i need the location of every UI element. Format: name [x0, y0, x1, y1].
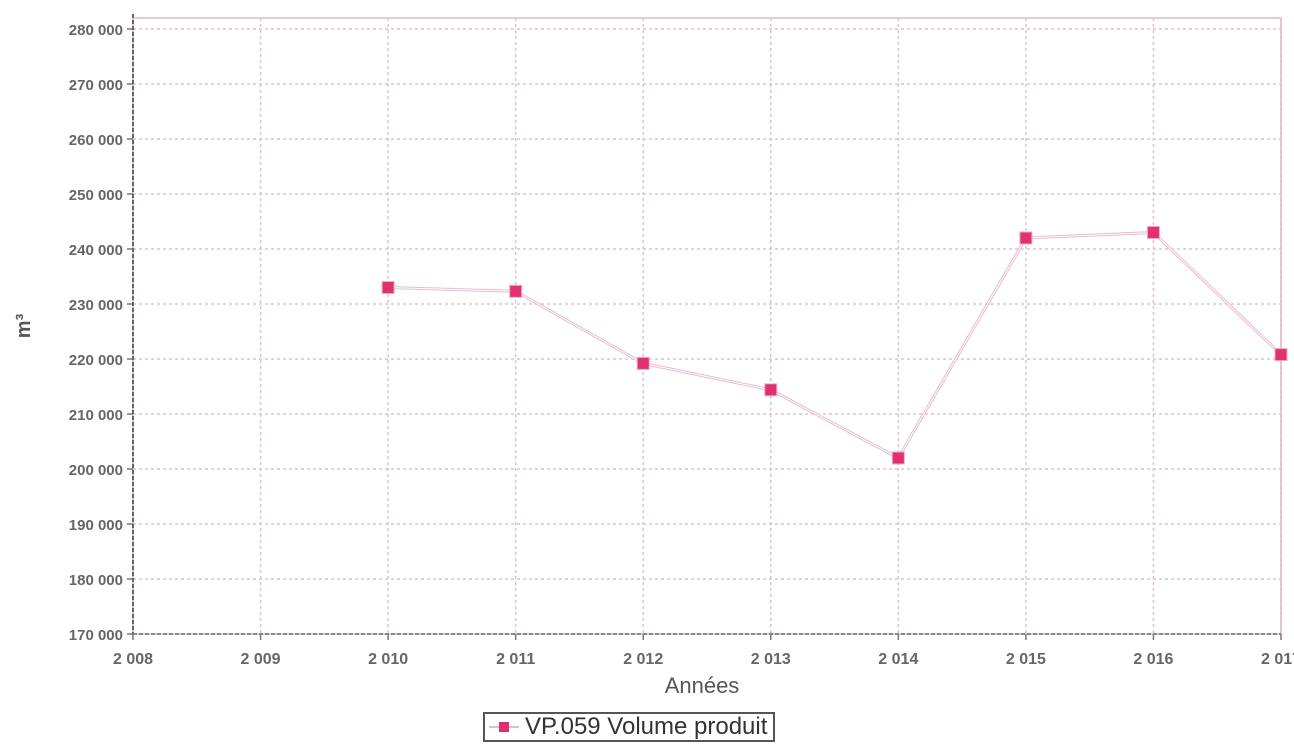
x-tick-label: 2 009: [241, 651, 281, 668]
data-point: [381, 281, 395, 294]
x-tick-label: 2 010: [368, 651, 408, 668]
x-tick-label: 2 008: [113, 651, 153, 668]
x-tick-label: 2 014: [878, 651, 918, 668]
x-tick-label: 2 017: [1261, 651, 1294, 668]
y-tick-label: 180 000: [69, 572, 123, 589]
y-tick-label: 230 000: [69, 297, 123, 314]
x-axis-title: Années: [665, 673, 740, 698]
data-point: [1146, 226, 1160, 239]
y-tick-label: 200 000: [69, 462, 123, 479]
x-tick-label: 2 015: [1006, 651, 1046, 668]
y-tick-label: 280 000: [69, 22, 123, 39]
data-point: [1019, 231, 1033, 245]
y-tick-label: 270 000: [69, 77, 123, 94]
axes-layer: 170 000 180 000 190 000 200 000 210 000 220 0…: [69, 14, 1294, 668]
data-point: [636, 356, 650, 370]
y-tick-label: 210 000: [69, 407, 123, 424]
data-point: [891, 451, 905, 465]
x-tick-label: 2 011: [496, 651, 535, 668]
x-tick-label: 2 016: [1133, 651, 1173, 668]
y-tick-label: 190 000: [69, 517, 123, 534]
series-line-inner: [388, 231, 1282, 459]
y-tick-label: 240 000: [69, 242, 123, 259]
series-layer: [381, 226, 1288, 465]
data-point: [1274, 348, 1288, 362]
y-tick-label: 220 000: [69, 352, 123, 369]
y-axis-title: m³: [13, 313, 35, 338]
x-tick-label: 2 013: [751, 651, 791, 668]
y-tick-label: 250 000: [69, 187, 123, 204]
legend-label: VP.059 Volume produit: [525, 713, 768, 740]
legend-marker-icon: [489, 719, 519, 735]
data-point: [764, 383, 778, 397]
chart-legend: VP.059 Volume produit: [483, 712, 776, 742]
y-tick-label: 260 000: [69, 132, 123, 149]
plot-frame: [132, 17, 1282, 635]
y-tick-label: 170 000: [69, 627, 123, 644]
x-tick-label: 2 012: [623, 651, 663, 668]
data-point: [509, 284, 523, 298]
grid-layer: [132, 17, 1282, 635]
